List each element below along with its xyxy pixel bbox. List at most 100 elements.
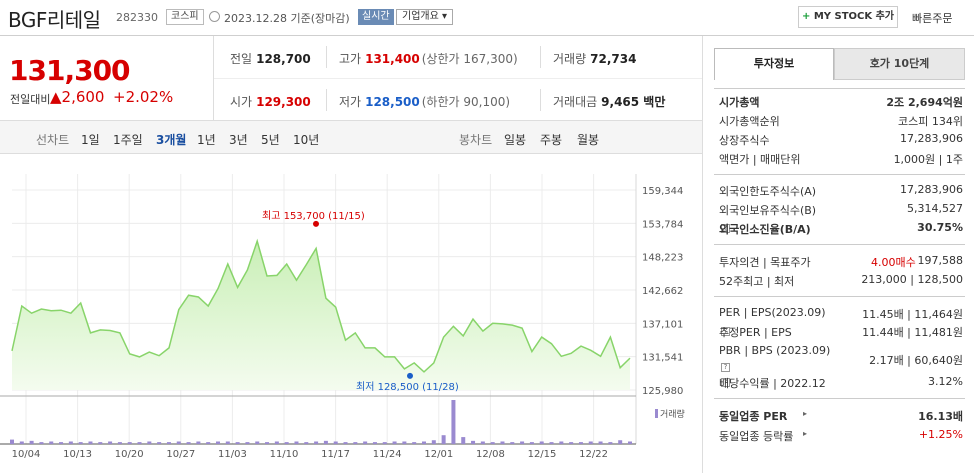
volume-bar	[186, 442, 191, 444]
price-summary: 131,300 전일대비 ▲2,600 +2.02%	[0, 36, 214, 120]
tab-1y[interactable]: 1년	[197, 133, 216, 147]
volume-bar	[49, 441, 54, 444]
volume-bar	[372, 442, 377, 444]
help-icon[interactable]: ?	[721, 363, 730, 372]
price-area	[12, 241, 630, 390]
volume-bar	[480, 441, 485, 444]
stock-code: 282330	[116, 11, 158, 24]
x-tick-label: 10/20	[115, 449, 144, 460]
company-overview-dropdown[interactable]: 기업개요 ▾	[396, 9, 453, 25]
volume-bar	[451, 400, 456, 444]
realtime-badge[interactable]: 실시간	[358, 9, 394, 25]
tab-order-book[interactable]: 호가 10단계	[834, 48, 965, 80]
high-annotation: 최고 153,700 (11/15)	[262, 210, 365, 222]
x-tick-label: 12/22	[579, 449, 608, 460]
volume-bar	[196, 441, 201, 444]
volume-bar	[245, 442, 250, 444]
volume-bar	[422, 441, 426, 444]
volume-bar	[39, 442, 44, 444]
tab-1d[interactable]: 1일	[81, 133, 100, 147]
volume-bar	[510, 442, 515, 444]
volume-bar	[10, 439, 14, 444]
volume: 거래량 72,734	[553, 52, 637, 66]
quick-order-button[interactable]: 빠른주문	[912, 12, 953, 25]
volume-bar	[108, 441, 113, 444]
x-tick-label: 10/04	[12, 449, 41, 460]
volume-bar	[127, 442, 132, 444]
low-marker	[407, 372, 413, 379]
y-tick-label: 159,344	[642, 186, 683, 197]
tab-3m[interactable]: 3개월	[156, 133, 187, 147]
volume-bar	[431, 440, 436, 444]
day-high: 고가 131,400 (상한가 167,300)	[339, 52, 518, 66]
tab-1w[interactable]: 1주일	[113, 133, 143, 147]
volume-bar	[98, 442, 103, 444]
help-icon[interactable]: ?	[721, 378, 730, 387]
volume-bar	[314, 441, 319, 444]
tab-10y[interactable]: 10년	[293, 133, 320, 147]
diff-value: ▲2,600	[50, 88, 105, 106]
tab-invest-info[interactable]: 투자정보	[714, 48, 834, 80]
volume-bar	[284, 442, 289, 444]
tab-monthly-candle[interactable]: 월봉	[577, 133, 600, 147]
volume-bar	[333, 441, 338, 444]
chevron-right-icon: ▸	[803, 409, 808, 418]
volume-bar	[598, 441, 603, 444]
add-mystock-button[interactable]: + MY STOCK 추가	[798, 6, 898, 28]
chart-background	[0, 154, 702, 473]
volume-bar	[539, 441, 544, 444]
volume-bar	[225, 441, 230, 444]
volume-bar	[559, 441, 564, 444]
volume-bar	[304, 442, 309, 444]
tab-5y[interactable]: 5년	[261, 133, 280, 147]
price-chart[interactable]: 159,344 153,784 148,223 142,662 137,101 131,5…	[0, 154, 702, 473]
y-tick-label: 148,223	[642, 253, 683, 264]
chart-period-tabs: 선차트 1일 1주일 3개월 1년 3년 5년 10년 봉차트 일봉 주봉 월봉	[0, 120, 702, 154]
base-date: 2023.12.28 기준(장마감)	[224, 12, 350, 25]
tab-daily-candle[interactable]: 일봉	[504, 133, 527, 147]
volume-bar	[68, 441, 73, 444]
high-marker	[313, 220, 319, 227]
price-stats: 전일 128,700 고가 131,400 (상한가 167,300) 거래량 72,7…	[214, 36, 702, 120]
tab-weekly-candle[interactable]: 주봉	[540, 133, 563, 147]
x-tick-label: 12/08	[476, 449, 505, 460]
help-icon[interactable]: ?	[721, 327, 730, 336]
volume-bar	[117, 442, 122, 444]
volume-bar	[529, 442, 534, 444]
price-line	[11, 238, 631, 373]
low-annotation: 최저 128,500 (11/28)	[356, 381, 459, 393]
tab-3y[interactable]: 3년	[229, 133, 248, 147]
dividend-row: 배당수익률 | 2022.12? 3.12%	[719, 375, 963, 390]
x-tick-label: 10/13	[63, 449, 92, 460]
volume-bar	[471, 440, 476, 444]
trade-amount: 거래대금 9,465 백만	[553, 95, 666, 109]
diff-label: 전일대비	[10, 93, 51, 106]
volume-bar	[294, 441, 299, 444]
x-tick-label: 11/24	[373, 449, 402, 460]
market-badge: 코스피	[166, 9, 204, 25]
volume-bar	[500, 441, 505, 444]
volume-bar	[363, 441, 368, 444]
volume-bar	[265, 442, 270, 444]
volume-bar	[59, 442, 64, 444]
volume-legend-label: 거래량	[660, 408, 685, 420]
y-tick-label: 137,101	[642, 319, 683, 330]
help-icon[interactable]: ?	[721, 224, 730, 233]
volume-legend-swatch	[655, 409, 658, 418]
volume-bar	[392, 441, 397, 444]
volume-bar	[461, 437, 466, 444]
volume-bar	[19, 441, 24, 444]
volume-bar	[166, 442, 171, 444]
volume-bar	[628, 441, 632, 444]
x-tick-label: 10/27	[166, 449, 195, 460]
volume-bar	[216, 441, 220, 444]
volume-bar	[255, 441, 260, 444]
line-chart-label: 선차트	[36, 133, 70, 147]
y-tick-label: 125,980	[642, 386, 683, 397]
volume-bar	[412, 442, 417, 444]
volume-bar	[137, 442, 142, 444]
clock-icon	[209, 11, 220, 22]
volume-bar	[235, 442, 240, 444]
volume-bar	[618, 440, 623, 444]
add-mystock-label: MY STOCK 추가	[813, 11, 895, 22]
